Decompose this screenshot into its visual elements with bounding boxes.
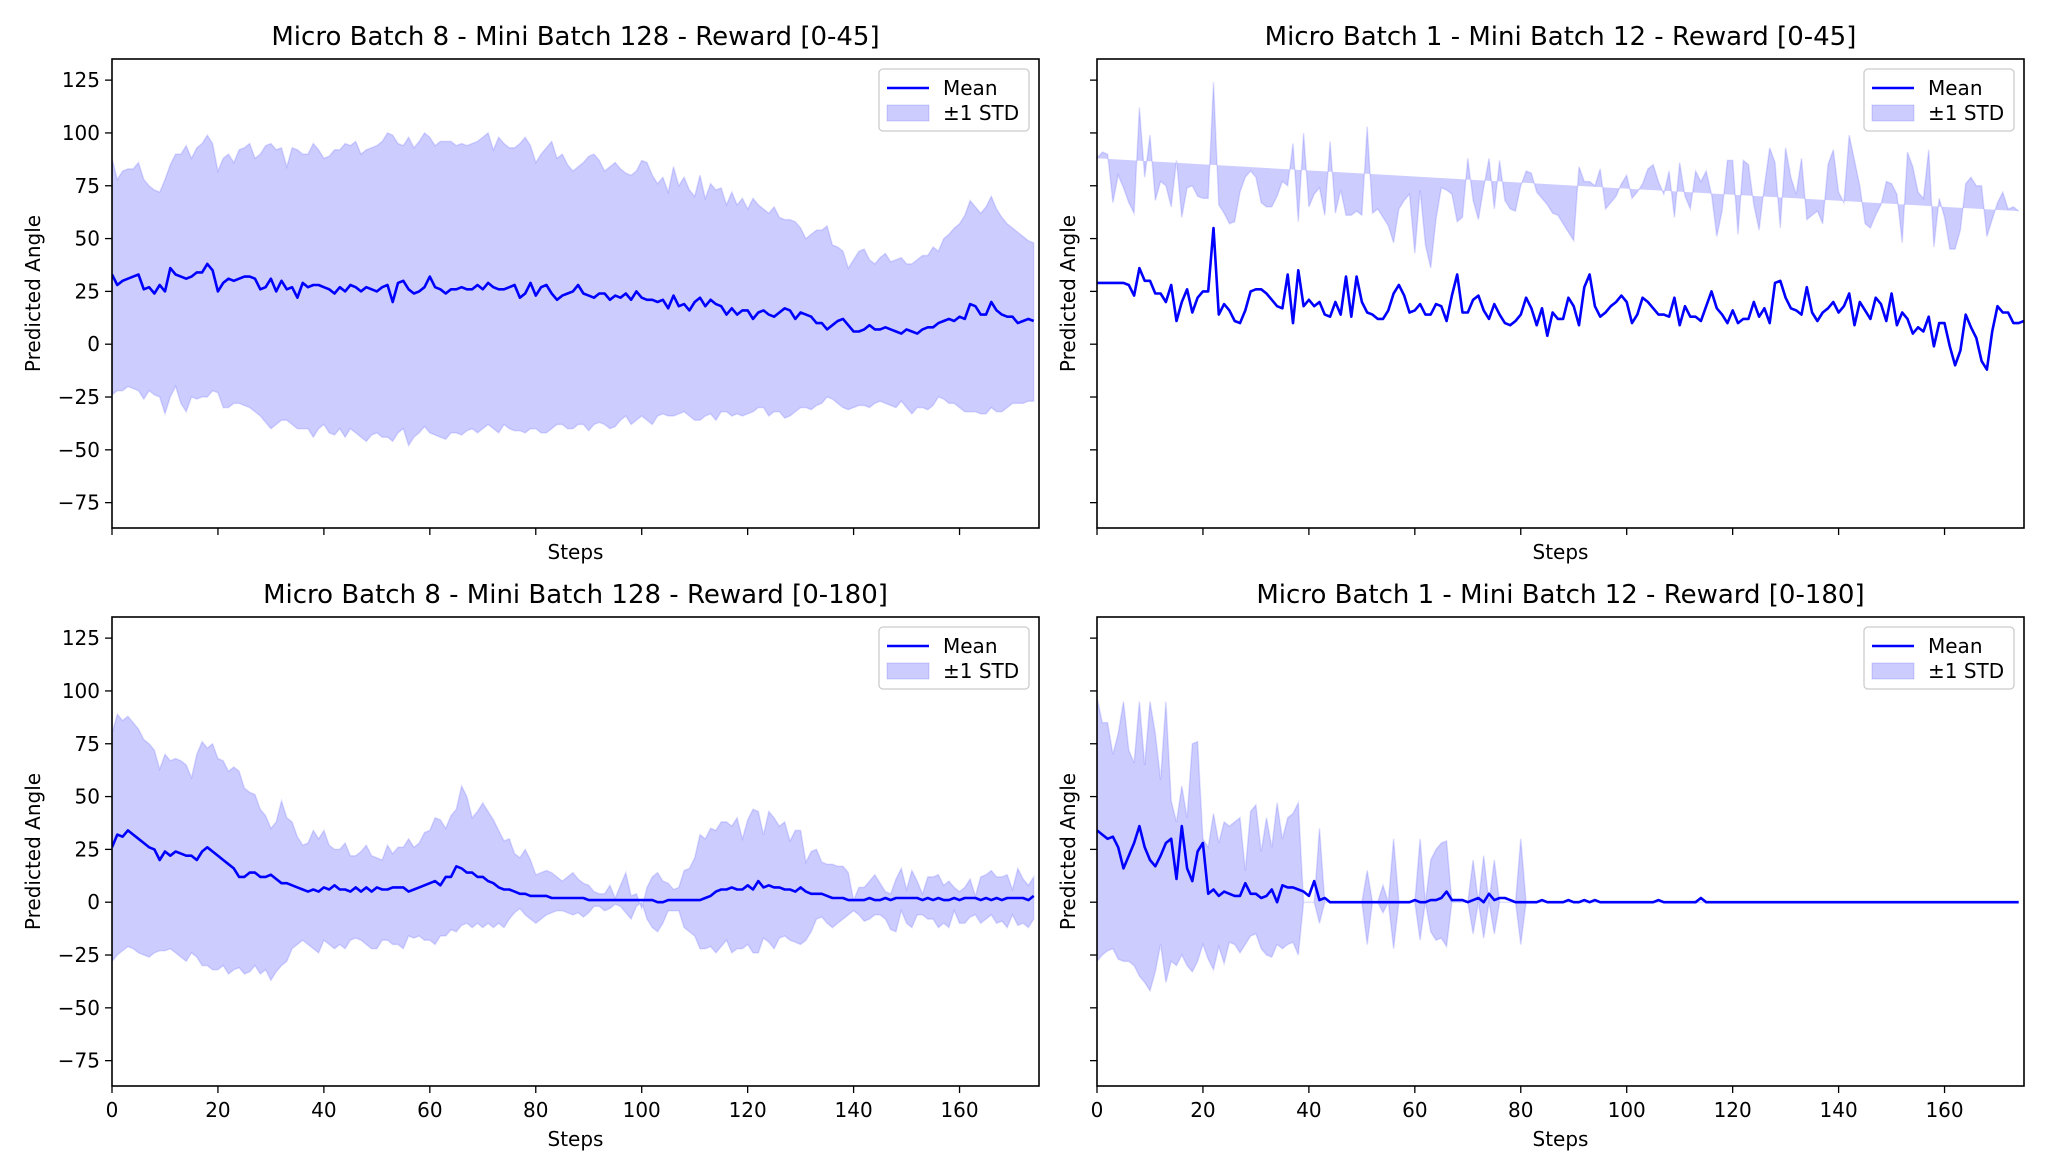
legend-std-label: ±1 STD (1928, 659, 2004, 683)
y-tick-label: 75 (75, 732, 100, 756)
x-tick-label: 60 (1402, 1098, 1427, 1122)
x-axis-label: Steps (548, 540, 604, 564)
subplot-3: 125 100 75 50 25 0 −25 −50 −75 0 20 40 60 80 100 120 140… (21, 580, 1040, 1151)
x-axis-label: Steps (548, 1127, 604, 1151)
x-tick-label: 160 (940, 1098, 978, 1122)
legend-std-swatch (1871, 104, 1915, 122)
y-axis-label: Predicted Angle (21, 773, 45, 930)
x-tick-label: 40 (311, 1098, 336, 1122)
x-tick-label: 100 (623, 1098, 661, 1122)
y-tick-label: 100 (62, 121, 100, 145)
axes-frame (1096, 616, 2025, 1087)
x-tick-label: 100 (1608, 1098, 1646, 1122)
legend-mean-label: Mean (943, 76, 998, 100)
y-tick-label: −50 (58, 438, 100, 462)
std-band (112, 712, 1035, 982)
x-tick-label: 0 (106, 1098, 119, 1122)
mean-line (112, 829, 1035, 904)
y-tick-label: 75 (75, 174, 100, 198)
mean-line (1097, 226, 2024, 371)
x-tick-label: 0 (1091, 1098, 1104, 1122)
std-band (1097, 82, 2020, 269)
y-tick-label: 0 (87, 890, 100, 914)
y-tick-label: −25 (58, 943, 100, 967)
legend-mean-label: Mean (1928, 76, 1983, 100)
y-tick-label: −75 (58, 491, 100, 515)
y-tick-label: 50 (75, 785, 100, 809)
x-axis-label: Steps (1533, 1127, 1589, 1151)
x-tick-label: 20 (1190, 1098, 1215, 1122)
y-axis-label: Predicted Angle (21, 215, 45, 372)
legend: Mean±1 STD (878, 626, 1030, 690)
legend-std-label: ±1 STD (943, 101, 1019, 125)
axes-frame (111, 616, 1040, 1087)
y-tick-label: 50 (75, 227, 100, 251)
subplot-2: Micro Batch 1 - Mini Batch 12 - Reward [… (1056, 22, 2025, 564)
chart-title: Micro Batch 1 - Mini Batch 12 - Reward [… (1265, 22, 1857, 52)
mean-line (1097, 824, 2019, 904)
legend: Mean±1 STD (1863, 68, 2015, 132)
chart-title: Micro Batch 8 - Mini Batch 128 - Reward … (271, 22, 879, 52)
y-tick-label: −25 (58, 385, 100, 409)
legend-box (1863, 626, 2015, 690)
x-tick-label: 60 (417, 1098, 442, 1122)
y-tick-label: 125 (62, 626, 100, 650)
legend-std-label: ±1 STD (943, 659, 1019, 683)
subplot-4: 0 20 40 60 80 100 120 140 160 Micro Batch 1 - Min… (1056, 580, 2025, 1151)
x-axis-label: Steps (1533, 540, 1589, 564)
y-tick-label: 25 (75, 837, 100, 861)
y-tick-label: 25 (75, 279, 100, 303)
y-tick-label: 100 (62, 679, 100, 703)
legend-mean-label: Mean (1928, 634, 1983, 658)
x-tick-label: 120 (1714, 1098, 1752, 1122)
legend-std-swatch (886, 104, 930, 122)
y-tick-label: 0 (87, 332, 100, 356)
y-axis-label: Predicted Angle (1056, 215, 1080, 372)
subplot-1: 125 100 75 50 25 0 −25 −50 −75 Micro Batch 8 - Mi… (21, 22, 1040, 564)
x-tick-label: 20 (205, 1098, 230, 1122)
axes-frame (111, 58, 1040, 529)
x-tick-label: 140 (1820, 1098, 1858, 1122)
chart-title: Micro Batch 1 - Mini Batch 12 - Reward [… (1256, 580, 1864, 610)
legend-std-swatch (886, 662, 930, 680)
x-tick-label: 40 (1296, 1098, 1321, 1122)
legend-std-label: ±1 STD (1928, 101, 2004, 125)
chart-title: Micro Batch 8 - Mini Batch 128 - Reward … (263, 580, 888, 610)
mean-line (112, 262, 1035, 335)
y-tick-label: −50 (58, 996, 100, 1020)
legend: Mean±1 STD (878, 68, 1030, 132)
std-band (112, 131, 1035, 448)
legend: Mean±1 STD (1863, 626, 2015, 690)
x-tick-label: 80 (1508, 1098, 1533, 1122)
legend-std-swatch (1871, 662, 1915, 680)
x-tick-label: 80 (523, 1098, 548, 1122)
legend-box (878, 68, 1030, 132)
x-tick-label: 160 (1925, 1098, 1963, 1122)
x-tick-label: 120 (729, 1098, 767, 1122)
y-tick-label: 125 (62, 68, 100, 92)
x-tick-label: 140 (835, 1098, 873, 1122)
y-tick-label: −75 (58, 1049, 100, 1073)
legend-mean-label: Mean (943, 634, 998, 658)
y-axis-label: Predicted Angle (1056, 773, 1080, 930)
std-band (1097, 697, 2019, 993)
legend-box (1863, 68, 2015, 132)
axes-frame (1096, 58, 2025, 529)
legend-box (878, 626, 1030, 690)
